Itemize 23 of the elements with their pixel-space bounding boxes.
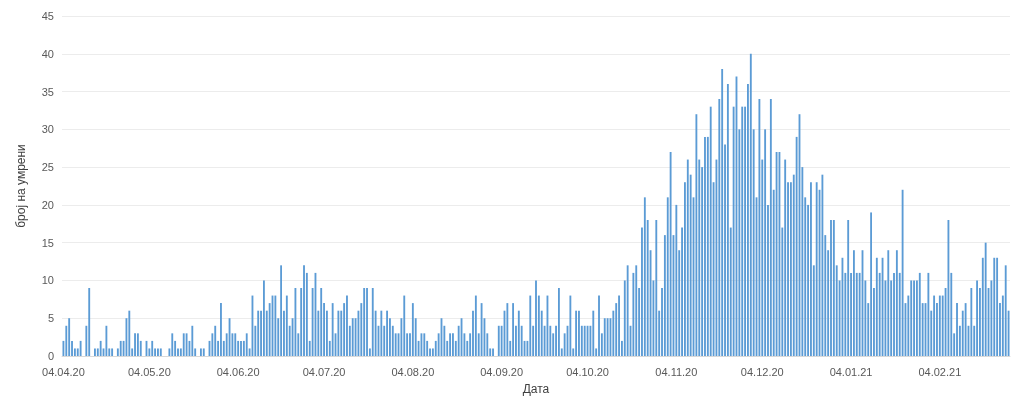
y-tick-label: 45 — [41, 10, 54, 22]
y-tick-label: 35 — [41, 85, 54, 98]
x-tick-label: 04.12.20 — [740, 365, 784, 378]
y-axis-title: број на умрени — [14, 144, 28, 228]
x-tick-label: 04.11.20 — [655, 365, 698, 378]
y-tick-label: 5 — [47, 312, 54, 325]
y-tick-label: 30 — [41, 123, 54, 136]
y-tick-label: 10 — [41, 274, 54, 287]
y-tick-label: 25 — [41, 161, 54, 174]
x-tick-label: 04.01.21 — [829, 365, 873, 378]
x-tick-label: 04.04.20 — [42, 365, 85, 378]
y-tick-label: 0 — [47, 350, 54, 362]
y-tick-label: 20 — [41, 198, 54, 211]
x-tick-label: 04.07.20 — [302, 365, 346, 378]
x-tick-label: 04.02.21 — [918, 365, 962, 378]
x-tick-label: 04.05.20 — [127, 365, 171, 378]
x-tick-label: 04.06.20 — [216, 365, 260, 378]
x-axis-title: Дата — [522, 382, 550, 396]
x-tick-label: 04.10.20 — [566, 365, 609, 378]
y-tick-label: 15 — [41, 236, 54, 249]
x-tick-label: 04.09.20 — [480, 365, 524, 378]
x-tick-label: 04.08.20 — [391, 365, 435, 378]
y-tick-label: 40 — [41, 47, 54, 60]
